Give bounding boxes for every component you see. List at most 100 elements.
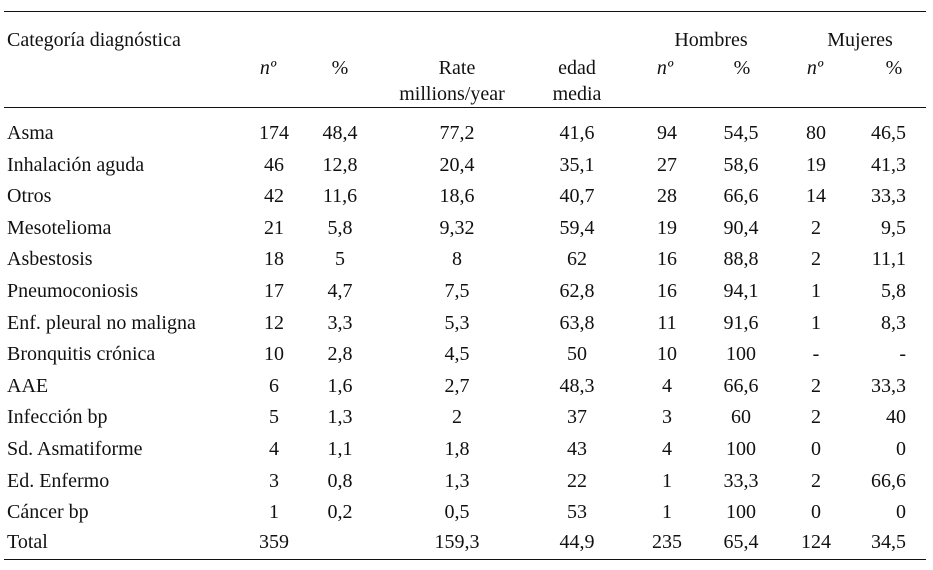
cell-mujeres-pct: 34,5 (871, 530, 906, 553)
header-mujeres: Mujeres (827, 29, 893, 51)
cell-category: Cáncer bp (7, 501, 89, 524)
cell-edad: 63,8 (559, 311, 595, 334)
cell-mujeres-pct: 8,3 (881, 311, 906, 334)
cell-n: 6 (269, 374, 279, 397)
header-media: media (552, 83, 602, 105)
cell-hombres-n: 1 (662, 469, 672, 492)
cell-mujeres-pct: 33,3 (871, 374, 906, 397)
header-hombres-pct: % (733, 57, 751, 79)
cell-edad: 62 (567, 248, 587, 271)
cell-mujeres-n: 80 (806, 122, 826, 144)
cell-pct: 1,6 (327, 374, 353, 397)
cell-pct: 48,4 (322, 122, 358, 144)
cell-hombres-pct: 58,6 (723, 153, 759, 176)
header-pct: % (331, 57, 349, 79)
cell-hombres-n: 3 (662, 406, 672, 429)
cell-mujeres-n: 2 (811, 406, 821, 429)
cell-category: Ed. Enfermo (7, 469, 110, 492)
cell-hombres-n: 19 (657, 216, 677, 239)
cell-mujeres-n: - (812, 343, 820, 366)
cell-pct: 12,8 (322, 153, 358, 176)
cell-mujeres-n: 2 (811, 216, 821, 239)
header-n: nº (259, 57, 277, 79)
cell-hombres-n: 11 (657, 311, 677, 334)
cell-rate: 77,2 (439, 122, 475, 144)
cell-hombres-n: 27 (657, 153, 677, 176)
cell-edad: 22 (567, 469, 587, 492)
cell-mujeres-pct: 11,1 (871, 248, 906, 271)
cell-hombres-n: 10 (657, 343, 677, 366)
cell-hombres-pct: 94,1 (723, 280, 759, 302)
cell-pct: 5,8 (327, 216, 353, 239)
cell-category: Pneumoconiosis (7, 280, 139, 302)
cell-mujeres-pct: 40 (886, 406, 906, 429)
header-hombres-n: nº (656, 57, 674, 79)
cell-hombres-pct: 65,4 (723, 530, 759, 553)
cell-category: Inhalación aguda (7, 153, 145, 176)
cell-mujeres-pct: 41,3 (871, 153, 906, 176)
cell-mujeres-n: 0 (811, 501, 821, 524)
cell-edad: 50 (567, 343, 587, 366)
cell-mujeres-n: 2 (811, 374, 821, 397)
cell-edad: 48,3 (559, 374, 595, 397)
cell-mujeres-n: 1 (811, 311, 821, 334)
cell-rate: 1,3 (444, 469, 470, 492)
cell-category: Total (7, 530, 48, 553)
cell-edad: 40,7 (559, 185, 595, 208)
cell-hombres-pct: 60 (731, 406, 751, 429)
cell-rate: 0,5 (444, 501, 470, 524)
cell-n: 174 (259, 122, 289, 144)
cell-n: 3 (269, 469, 279, 492)
cell-pct: 11,6 (322, 185, 358, 208)
header-category: Categoría diagnóstica (7, 29, 181, 51)
cell-hombres-n: 16 (657, 280, 677, 302)
cell-mujeres-n: 0 (811, 438, 821, 460)
cell-n: 18 (264, 248, 284, 271)
cell-mujeres-pct: 0 (896, 438, 906, 460)
cell-hombres-pct: 100 (726, 501, 756, 524)
header-edad: edad (558, 57, 596, 79)
cell-edad: 43 (567, 438, 587, 460)
cell-edad: 35,1 (559, 153, 595, 176)
cell-mujeres-pct: 5,8 (881, 280, 906, 302)
cell-n: 46 (264, 153, 284, 176)
header-rate: Rate (438, 57, 476, 79)
cell-pct: 4,7 (327, 280, 353, 302)
cell-rate: 9,32 (439, 216, 475, 239)
cell-pct: 2,8 (327, 343, 353, 366)
cell-mujeres-n: 1 (811, 280, 821, 302)
cell-mujeres-pct: 66,6 (871, 469, 906, 492)
cell-pct: 5 (335, 248, 345, 271)
cell-pct: 1,1 (327, 438, 353, 460)
cell-edad: 59,4 (559, 216, 595, 239)
cell-hombres-pct: 66,6 (723, 374, 759, 397)
cell-category: Asma (7, 122, 54, 144)
header-mujeres-n: nº (806, 57, 824, 79)
cell-edad: 62,8 (559, 280, 595, 302)
cell-category: Mesotelioma (7, 216, 112, 239)
bottom-rule (4, 559, 926, 560)
cell-mujeres-pct: - (899, 343, 906, 366)
cell-mujeres-n: 19 (806, 153, 826, 176)
cell-rate: 7,5 (444, 280, 470, 302)
cell-hombres-pct: 100 (726, 438, 756, 460)
cell-mujeres-pct: 46,5 (871, 122, 906, 144)
cell-rate: 1,8 (444, 438, 470, 460)
cell-hombres-n: 16 (657, 248, 677, 271)
cell-hombres-n: 1 (662, 501, 672, 524)
cell-n: 10 (264, 343, 284, 366)
cell-hombres-pct: 91,6 (723, 311, 759, 334)
cell-edad: 41,6 (559, 122, 595, 144)
cell-hombres-pct: 66,6 (723, 185, 759, 208)
cell-mujeres-n: 2 (811, 248, 821, 271)
cell-n: 1 (269, 501, 279, 524)
cell-mujeres-pct: 9,5 (881, 216, 906, 239)
cell-category: Asbestosis (7, 248, 93, 271)
cell-rate: 4,5 (444, 343, 470, 366)
cell-rate: 18,6 (439, 185, 475, 208)
cell-rate: 8 (452, 248, 462, 271)
cell-edad: 37 (567, 406, 587, 429)
cell-mujeres-n: 124 (801, 530, 831, 553)
cell-category: Infección bp (7, 406, 108, 429)
cell-rate: 2 (452, 406, 462, 429)
